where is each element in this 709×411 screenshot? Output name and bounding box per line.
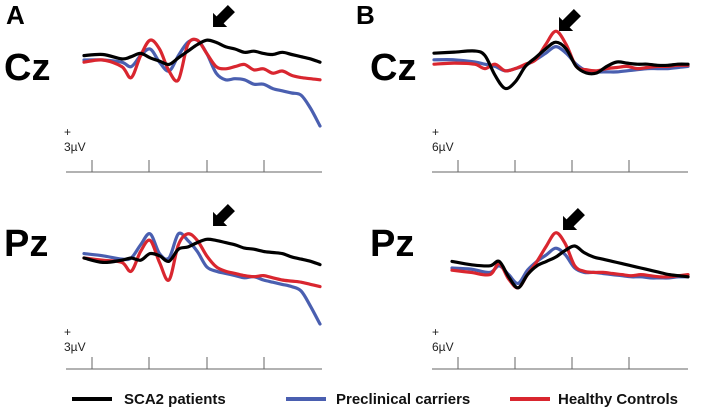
- scale-label-a-pz: 3µV: [64, 340, 86, 354]
- arrow-a-cz: [213, 5, 235, 27]
- trace-a-pz-sca2-patients: [82, 237, 322, 267]
- channel-label-b-cz: Cz: [370, 47, 416, 89]
- panel-letter-b: B: [356, 0, 375, 30]
- legend-label-sca2: SCA2 patients: [124, 391, 226, 408]
- channel-label-a-pz: Pz: [4, 223, 48, 265]
- scale-plus-b-cz: +: [432, 125, 439, 139]
- channel-label-b-pz: Pz: [370, 223, 414, 265]
- legend-label-healthy: Healthy Controls: [558, 391, 678, 408]
- traces-layer: [82, 29, 690, 326]
- scale-plus-a-cz: +: [64, 125, 71, 139]
- trace-a-cz-sca2-patients: [82, 38, 322, 67]
- legend: SCA2 patients Preclinical carriers Healt…: [72, 391, 678, 408]
- scale-label-b-pz: 6µV: [432, 340, 454, 354]
- scale-label-b-cz: 6µV: [432, 140, 454, 154]
- time-axis-b-cz: [432, 160, 688, 173]
- scale-plus-b-pz: +: [432, 325, 439, 339]
- time-axis-a-pz: [66, 357, 322, 370]
- trace-b-cz-sca2-patients: [432, 40, 690, 91]
- arrow-b-cz: [559, 9, 581, 31]
- legend-label-preclinical: Preclinical carriers: [336, 391, 470, 408]
- arrow-b-pz: [563, 208, 585, 230]
- time-axis-a-cz: [66, 160, 322, 173]
- panel-letter-a: A: [6, 0, 25, 30]
- trace-b-pz-sca2-patients: [450, 244, 690, 290]
- time-axis-b-pz: [432, 357, 688, 370]
- trace-a-cz-healthy-controls: [82, 37, 322, 83]
- scale-plus-a-pz: +: [64, 325, 71, 339]
- scale-label-a-cz: 3µV: [64, 140, 86, 154]
- arrow-a-pz: [213, 204, 235, 226]
- trace-a-pz-preclinical-carriers: [82, 231, 322, 326]
- trace-a-pz-healthy-controls: [82, 232, 322, 289]
- channel-label-a-cz: Cz: [4, 47, 50, 89]
